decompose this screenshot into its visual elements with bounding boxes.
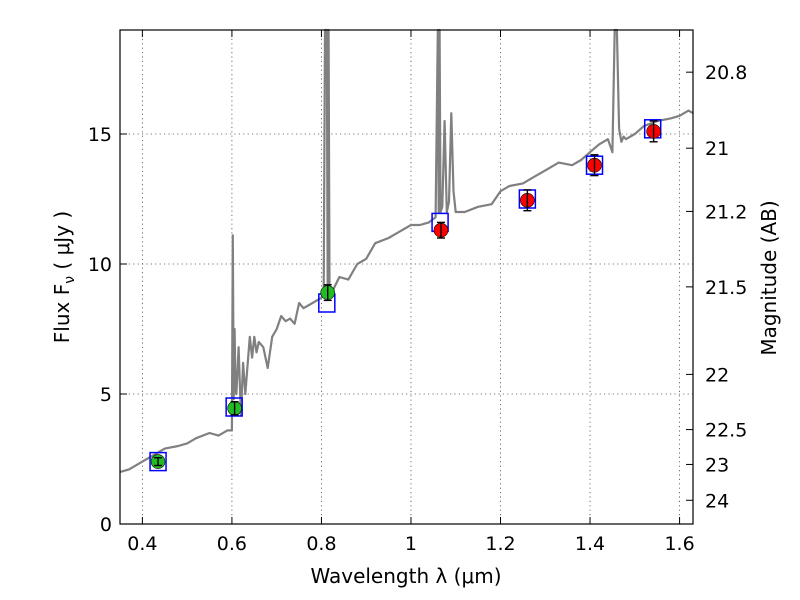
plot-frame — [119, 29, 694, 525]
y-axis-label-unit: ( μJy ) — [50, 211, 74, 276]
x-tick-label: 0.8 — [306, 533, 336, 555]
x-tick-label: 1.2 — [485, 533, 515, 555]
magnitude-tick-label: 21.2 — [705, 201, 747, 223]
model-box — [149, 451, 167, 472]
magnitude-tick-label: 21 — [705, 138, 729, 160]
y-tick-label: 10 — [88, 254, 112, 276]
magnitude-tick-label: 22.5 — [705, 420, 747, 442]
y-axis-label-main: Flux F — [50, 284, 74, 343]
magnitude-tick-label: 23 — [705, 454, 729, 476]
x-tick-label: 0.4 — [127, 533, 157, 555]
x-tick-label: 1.6 — [664, 533, 694, 555]
magnitude-tick-label: 21.5 — [705, 277, 747, 299]
x-axis-ticks: 0.4 0.6 0.8 1 1.2 1.4 1.6 — [127, 30, 695, 555]
y-axis-label: Flux Fν ( μJy ) — [50, 211, 78, 343]
spectrum-line — [119, 28, 694, 474]
y-axis-ticks: 0 5 10 15 — [88, 124, 127, 536]
magnitude-tick-label: 20.8 — [705, 62, 747, 84]
model-box — [225, 397, 243, 417]
y-tick-label: 0 — [100, 514, 112, 536]
photometry-markers — [149, 119, 662, 472]
right-axis-label: Magnitude (AB) — [757, 200, 781, 355]
y-axis-label-subscript: ν — [62, 276, 78, 284]
x-tick-label: 1.4 — [575, 533, 605, 555]
magnitude-tick-label: 22 — [705, 364, 729, 386]
x-tick-label: 0.6 — [217, 533, 247, 555]
magnitude-tick-label: 24 — [705, 490, 729, 512]
y-tick-label: 15 — [88, 124, 112, 146]
x-axis-label: Wavelength λ (μm) — [310, 564, 501, 588]
y-tick-label: 5 — [100, 384, 112, 406]
magnitude-axis-ticks: 20.8 21 21.2 21.5 22 22.5 23 24 — [686, 62, 747, 512]
spectrum-layer — [119, 28, 694, 474]
x-tick-label: 1 — [405, 533, 417, 555]
